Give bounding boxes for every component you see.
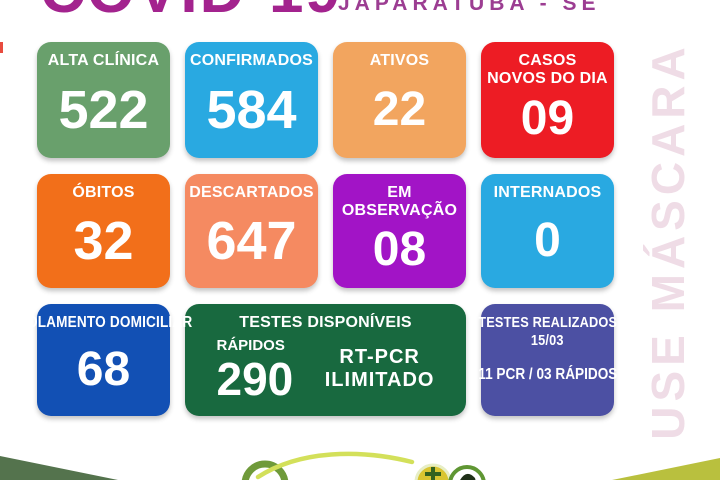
pcr-tests-block: RT-PCR ILIMITADO: [325, 346, 435, 392]
card-value: 584: [206, 80, 297, 141]
card-value: 0: [534, 214, 561, 268]
card-label: TESTES REALIZADOS: [478, 314, 617, 331]
card-label: ALTA CLÍNICA: [47, 52, 160, 69]
card-confirmados: CONFIRMADOS 584: [185, 42, 318, 158]
card-value: 647: [206, 211, 297, 272]
pcr-label: RT-PCR: [339, 346, 420, 369]
emblem-badge-icon: [448, 465, 486, 480]
card-value: 09: [520, 92, 575, 146]
municipality-logo: [241, 451, 486, 480]
card-testes-disponiveis: TESTES DISPONÍVEIS RÁPIDOS 290 RT-PCR IL…: [185, 304, 466, 416]
card-em-observacao: EM OBSERVAÇÃO 08: [333, 174, 466, 288]
card-value: 522: [58, 80, 149, 141]
card-date: 15/03: [531, 332, 564, 349]
card-ativos: ATIVOS 22: [333, 42, 466, 158]
church-badge-icon: [414, 463, 452, 480]
pcr-value: ILIMITADO: [324, 369, 435, 392]
bottom-left-wedge: [0, 456, 118, 480]
card-label: CONFIRMADOS: [189, 52, 314, 69]
card-casos-novos: CASOS NOVOS DO DIA 09: [481, 42, 614, 158]
card-label: EM OBSERVAÇÃO: [341, 184, 458, 220]
card-label: ATIVOS: [369, 52, 430, 69]
card-label: INTERNADOS: [493, 184, 602, 201]
logo-swoosh-icon: [255, 451, 415, 480]
tests-done-result: 11 PCR / 03 RÁPIDOS: [477, 366, 618, 383]
left-edge-fragment: [0, 42, 3, 53]
city-subtitle: JAPARATUBA - SE: [338, 0, 601, 15]
card-internados: INTERNADOS 0: [481, 174, 614, 288]
card-value: 32: [73, 211, 134, 272]
logo-ring-icon: [241, 460, 289, 480]
card-label: TESTES DISPONÍVEIS: [239, 314, 412, 331]
rapid-tests-block: RÁPIDOS 290: [217, 337, 294, 402]
card-label: ISOLAMENTO DOMICILIAR: [14, 314, 193, 331]
card-alta-clinica: ALTA CLÍNICA 522: [37, 42, 170, 158]
card-obitos: ÓBITOS 32: [37, 174, 170, 288]
card-testes-realizados: TESTES REALIZADOS 15/03 11 PCR / 03 RÁPI…: [477, 304, 618, 416]
card-value: 68: [76, 343, 131, 397]
use-mascara-text: USE MÁSCARA: [642, 42, 694, 440]
tests-available-row: RÁPIDOS 290 RT-PCR ILIMITADO: [185, 332, 466, 416]
rapid-label: RÁPIDOS: [216, 336, 285, 354]
bottom-right-wedge: [612, 458, 720, 480]
card-descartados: DESCARTADOS 647: [185, 174, 318, 288]
card-isolamento-domiciliar: ISOLAMENTO DOMICILIAR 68: [14, 304, 193, 416]
card-label: ÓBITOS: [72, 184, 135, 201]
stats-board: ALTA CLÍNICA 522 CONFIRMADOS 584 ATIVOS …: [14, 42, 618, 416]
card-label: CASOS NOVOS DO DIA: [487, 52, 608, 88]
rapid-value: 290: [216, 352, 294, 405]
page-title: COVID-19: [40, 0, 342, 23]
card-value: 22: [372, 83, 427, 137]
card-label: DESCARTADOS: [189, 184, 314, 201]
card-value: 08: [372, 223, 427, 277]
